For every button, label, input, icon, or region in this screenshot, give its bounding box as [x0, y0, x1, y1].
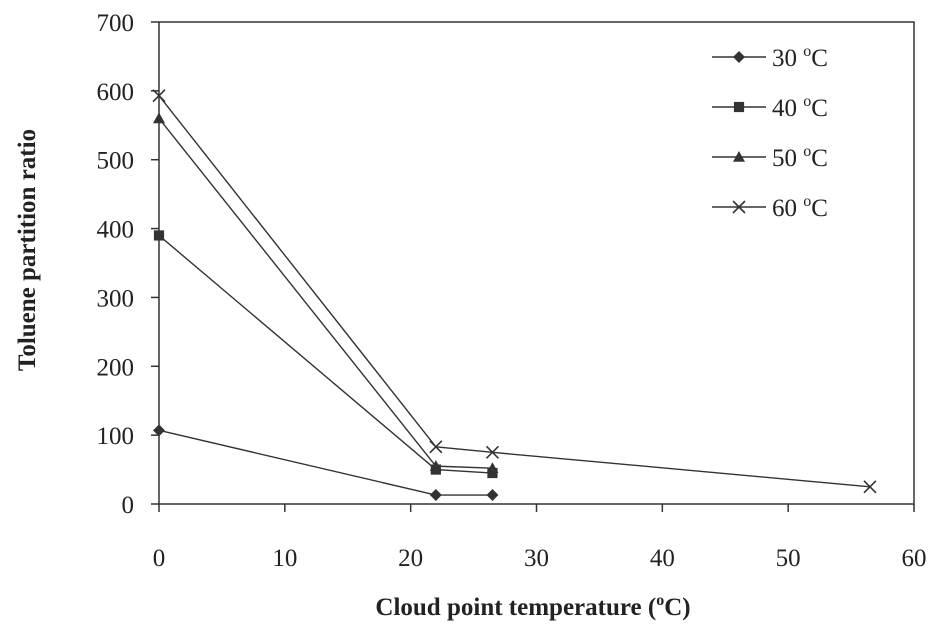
series-60 [152, 89, 877, 494]
x-tick-label: 60 [902, 545, 927, 572]
series-30 [153, 424, 499, 502]
data-point [153, 230, 165, 241]
legend-marker [733, 151, 745, 162]
y-tick-label: 0 [122, 492, 135, 519]
data-point [152, 89, 166, 103]
x-axis-title: Cloud point temperature (oC) [375, 592, 690, 621]
legend-item: 30 oC [712, 43, 828, 72]
y-tick-label: 600 [97, 79, 135, 106]
y-tick-label: 200 [97, 354, 135, 381]
data-point [487, 467, 498, 479]
x-axis-title-suffix: C) [664, 594, 690, 621]
legend-label: 60 oC [772, 193, 828, 222]
x-axis-title-prefix: Cloud point temperature ( [375, 594, 656, 621]
series-line [158, 95, 871, 488]
data-point [153, 112, 165, 124]
series-layer [152, 89, 877, 502]
x-tick-label: 50 [776, 545, 801, 572]
data-point [863, 480, 877, 494]
x-tick-label: 10 [272, 545, 297, 572]
legend-item: 60 oC [712, 193, 828, 222]
data-point [429, 440, 443, 454]
data-point [486, 462, 499, 473]
x-tick-label: 0 [153, 545, 166, 572]
legend-label: 50 oC [772, 143, 828, 172]
legend-marker [732, 200, 746, 214]
y-tick-label: 400 [97, 217, 135, 244]
series-50 [153, 112, 499, 473]
y-axis-title: Toluene partition ratio [14, 129, 41, 371]
legend-item: 50 oC [712, 143, 828, 172]
legend-item: 40 oC [712, 93, 828, 122]
y-tick-label: 100 [97, 423, 135, 450]
data-point [429, 489, 442, 502]
data-point [486, 489, 499, 502]
x-tick-label: 30 [524, 545, 549, 572]
x-tick-label: 20 [398, 545, 423, 572]
legend-marker [733, 101, 745, 113]
series-line [158, 234, 493, 474]
legend-label: 30 oC [772, 43, 828, 72]
y-tick-label: 300 [97, 285, 135, 312]
x-tick-label: 40 [650, 545, 675, 572]
data-point [429, 460, 442, 471]
legend-marker [733, 51, 745, 63]
data-point [485, 445, 500, 459]
series-line [158, 429, 493, 496]
y-axis: 0 100 200 300 400 500 600 700 [97, 10, 159, 519]
y-tick-label: 500 [97, 148, 135, 175]
x-axis-title-sup: o [656, 592, 664, 609]
legend: 30 oC 40 oC 50 oC 60 oC [712, 43, 828, 222]
series-line [158, 117, 493, 469]
legend-label: 40 oC [772, 93, 828, 122]
y-tick-label: 700 [97, 10, 135, 37]
x-axis: 0 10 20 30 40 50 60 [153, 504, 927, 572]
data-point [153, 424, 165, 437]
